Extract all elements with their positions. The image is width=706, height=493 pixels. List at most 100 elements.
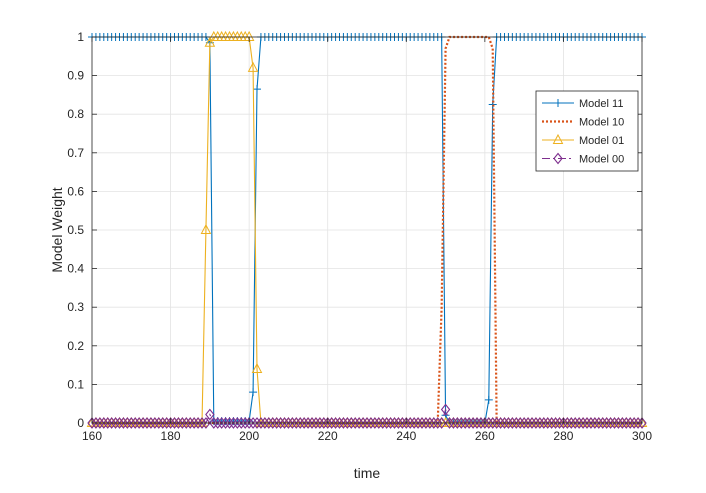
legend-marker [553,152,563,165]
data-point-marker [146,417,156,429]
data-point-marker [114,417,125,429]
data-point-marker [205,408,215,421]
y-tick-label: 0.8 [67,107,84,121]
data-point-marker [393,417,404,429]
data-point-marker [570,417,580,429]
data-point-marker [91,417,101,429]
data-point-marker [299,417,309,429]
data-point-marker [268,417,278,429]
data-point-marker [118,417,129,429]
data-point-marker [582,417,592,429]
data-point-marker [539,417,549,429]
x-tick-label: 260 [475,429,495,443]
data-point-marker [621,417,631,429]
data-point-marker [495,417,506,429]
data-point-marker [334,417,345,429]
data-point-marker [110,417,121,429]
data-point-marker [472,417,482,429]
legend-label: Model 01 [579,135,624,147]
data-point-marker [236,417,246,429]
data-point-marker [122,417,133,429]
data-point-marker [590,417,600,429]
y-tick-label: 0.2 [67,339,84,353]
data-point-marker [507,417,518,429]
data-point-marker [413,417,423,429]
data-point-marker [248,417,258,429]
data-point-marker [338,417,349,429]
ticks: 160 180 200 220 240 260 280 300 0 0.1 0.2 0.3 0.4 0.5… [67,30,652,443]
data-point-marker [401,417,411,429]
data-point-marker [287,417,298,429]
data-point-marker [598,417,608,429]
data-point-marker [326,417,337,429]
data-point-marker [177,417,188,429]
data-point-marker [381,417,392,429]
data-point-marker [103,417,113,429]
data-point-marker [429,417,439,429]
data-point-marker [228,417,239,429]
data-point-marker [464,417,474,429]
data-point-marker [452,417,463,429]
data-point-marker [224,417,235,429]
data-point-marker [253,85,261,94]
data-point-marker [374,417,384,429]
data-point-marker [256,417,266,429]
data-point-marker [601,417,612,429]
y-tick-label: 0.5 [67,223,84,237]
data-point-marker [546,417,557,429]
legend-marker [552,133,564,144]
data-point-marker [499,417,510,429]
data-point-marker [196,416,208,427]
data-point-marker [150,417,160,429]
data-point-marker [527,417,537,429]
data-point-marker [201,417,211,429]
data-point-marker [578,417,588,429]
data-point-marker [609,417,620,429]
x-tick-label: 220 [318,429,338,443]
y-tick-label: 0.3 [67,300,84,314]
data-point-marker [311,417,321,429]
data-point-marker [484,417,494,429]
data-point-marker [409,417,419,429]
data-point-marker [193,417,203,429]
series-model-00 [87,403,647,429]
x-tick-label: 240 [396,429,416,443]
data-point-marker [213,417,223,429]
data-point-marker [558,417,569,429]
data-point-marker [323,417,333,429]
y-tick-label: 1 [77,30,84,44]
y-tick-label: 0.1 [67,377,84,391]
data-point-marker [252,417,262,429]
data-point-marker [456,417,466,429]
data-point-marker [240,417,250,429]
data-point-marker [523,417,533,429]
data-point-marker [204,36,216,47]
data-point-marker [342,417,353,429]
data-point-marker [378,417,388,429]
data-point-marker [554,417,565,429]
y-tick-label: 0.9 [67,69,84,83]
data-point-marker [562,417,573,429]
data-point-marker [130,417,140,429]
data-point-marker [405,417,415,429]
data-point-marker [476,417,486,429]
data-point-marker [99,417,109,429]
data-point-marker [468,417,478,429]
x-tick-label: 280 [553,429,573,443]
data-point-marker [543,417,553,429]
legend-label: Model 00 [579,154,624,166]
data-point-marker [181,417,191,429]
data-point-marker [636,416,648,427]
data-point-marker [362,417,372,429]
data-point-marker [346,417,356,429]
data-point-marker [142,417,152,429]
data-point-marker [232,417,243,429]
data-point-marker [295,417,305,429]
data-point-marker [535,417,545,429]
data-point-marker [444,417,455,429]
data-point-marker [440,403,451,416]
data-point-marker [197,417,207,429]
data-point-marker [244,417,254,429]
data-point-marker [134,417,144,429]
